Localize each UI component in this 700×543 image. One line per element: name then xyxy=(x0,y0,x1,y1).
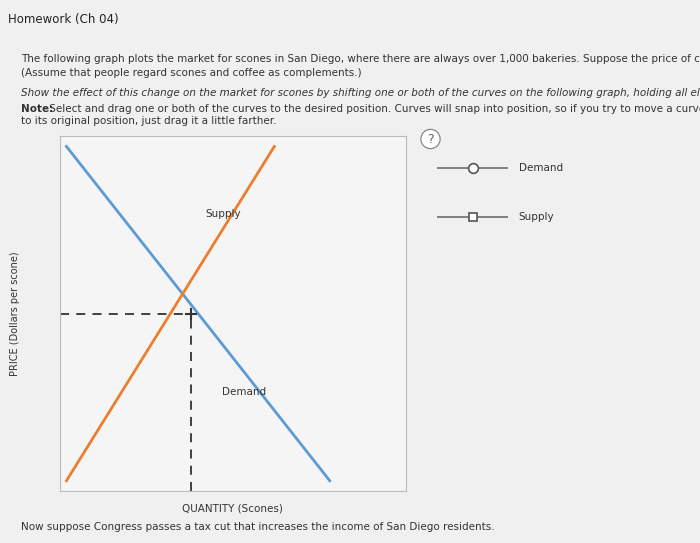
Text: ?: ? xyxy=(427,132,434,146)
Text: Now suppose Congress passes a tax cut that increases the income of San Diego res: Now suppose Congress passes a tax cut th… xyxy=(21,522,495,532)
Text: Homework (Ch 04): Homework (Ch 04) xyxy=(8,13,119,26)
Text: The following graph plots the market for scones in San Diego, where there are al: The following graph plots the market for… xyxy=(21,54,700,64)
Text: Note:: Note: xyxy=(21,104,53,114)
Text: Show the effect of this change on the market for scones by shifting one or both : Show the effect of this change on the ma… xyxy=(21,88,700,98)
Text: to its original position, just drag it a little farther.: to its original position, just drag it a… xyxy=(21,116,276,126)
Text: Supply: Supply xyxy=(519,212,554,222)
Text: Select and drag one or both of the curves to the desired position. Curves will s: Select and drag one or both of the curve… xyxy=(46,104,700,114)
Text: Demand: Demand xyxy=(519,163,563,173)
Text: QUANTITY (Scones): QUANTITY (Scones) xyxy=(182,504,284,514)
Text: Demand: Demand xyxy=(223,387,267,397)
Text: Supply: Supply xyxy=(205,209,241,219)
Text: PRICE (Dollars per scone): PRICE (Dollars per scone) xyxy=(10,251,20,376)
Text: (Assume that people regard scones and coffee as complements.): (Assume that people regard scones and co… xyxy=(21,68,362,78)
